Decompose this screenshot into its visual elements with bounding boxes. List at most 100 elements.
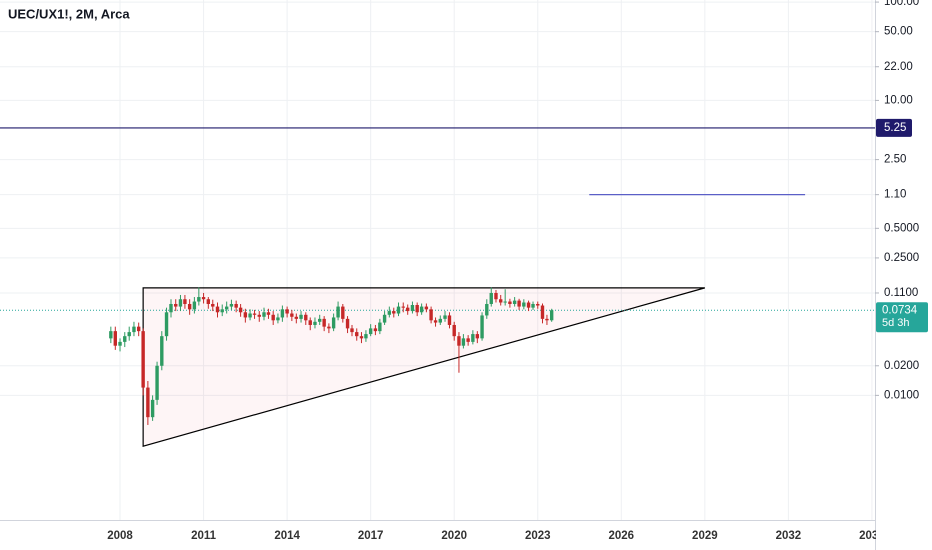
y-tick-label: 0.2500 xyxy=(884,252,919,264)
y-tick-label: 0.0100 xyxy=(884,389,919,401)
y-tick-label: 100.00 xyxy=(884,0,919,8)
candle-body xyxy=(526,302,531,308)
candle-body xyxy=(355,332,359,337)
candle-body xyxy=(452,324,456,337)
candle-body xyxy=(206,299,211,304)
candle-body xyxy=(294,316,299,319)
candle-body xyxy=(201,297,206,300)
candle-body xyxy=(475,334,480,339)
candle-body xyxy=(410,305,415,312)
candle-body xyxy=(118,341,122,346)
candle-body xyxy=(220,309,224,313)
candle-body xyxy=(373,328,378,332)
candle-body xyxy=(345,318,350,329)
candle-body xyxy=(489,292,493,304)
price-axis-panel xyxy=(875,0,932,550)
candle-body xyxy=(197,297,201,302)
candle-body xyxy=(545,318,549,321)
candle-body xyxy=(419,306,424,313)
y-tick-label: 0.5000 xyxy=(884,222,919,234)
candle-body xyxy=(350,328,354,333)
candle-body xyxy=(262,312,266,317)
horizontal-line-label: 5.25 xyxy=(884,122,906,134)
candle-body xyxy=(517,300,521,307)
candle-body xyxy=(480,315,484,339)
candle-body xyxy=(503,301,507,303)
candle-body xyxy=(308,320,312,325)
candle-body xyxy=(443,315,447,319)
candle-body xyxy=(164,312,169,337)
candle-body xyxy=(234,303,238,308)
candle-body xyxy=(359,336,364,339)
candle-body xyxy=(494,292,498,300)
candle-body xyxy=(304,314,308,321)
y-tick-label: 10.00 xyxy=(884,94,913,106)
candle-body xyxy=(238,307,243,313)
candle-body xyxy=(224,306,229,310)
x-tick-label: 2023 xyxy=(525,530,551,542)
y-tick-label: 0.0200 xyxy=(884,360,919,372)
candle-body xyxy=(364,334,368,339)
candle-body xyxy=(211,303,215,307)
candle-body xyxy=(299,314,303,319)
candle-body xyxy=(285,309,289,314)
candle-body xyxy=(522,302,526,307)
candle-body xyxy=(243,312,248,318)
x-tick-label: 2008 xyxy=(107,530,133,542)
x-tick-label: 2020 xyxy=(441,530,467,542)
last-price-label-box xyxy=(876,302,928,333)
candle-body xyxy=(290,313,294,317)
candle-body xyxy=(123,336,127,342)
candle-body xyxy=(174,303,178,307)
countdown-label: 5d 3h xyxy=(882,317,910,329)
candle-body xyxy=(257,314,261,317)
candle-body xyxy=(368,328,373,335)
candle-body xyxy=(313,321,317,325)
candle-body xyxy=(429,309,433,321)
candle-body xyxy=(187,303,192,310)
price-axis-panel-corner xyxy=(876,521,932,550)
y-tick-label: 0.1100 xyxy=(884,287,918,299)
candle-body xyxy=(215,306,220,313)
candle-body xyxy=(109,331,113,339)
candle-body xyxy=(248,313,252,318)
candle-body xyxy=(192,301,197,310)
candle-body xyxy=(447,315,452,325)
horizontal-line-label-box xyxy=(876,118,912,137)
candle-body xyxy=(512,300,517,304)
y-tick-label: 1.10 xyxy=(884,189,906,201)
candle-body xyxy=(178,299,183,307)
candle-body xyxy=(536,303,540,306)
candle-body xyxy=(499,299,503,303)
candle-body xyxy=(341,306,345,319)
candle-body xyxy=(322,318,326,327)
candle-body xyxy=(424,306,429,310)
candle-body xyxy=(318,318,322,322)
candle-body xyxy=(531,303,535,308)
candle-body xyxy=(387,311,392,315)
candle-body xyxy=(146,387,150,418)
x-tick-label: 2029 xyxy=(692,530,718,542)
candle-body xyxy=(415,305,419,313)
candle-body xyxy=(252,313,257,315)
candle-body xyxy=(549,310,554,321)
candle-body xyxy=(150,399,155,418)
candle-body xyxy=(331,317,336,329)
x-tick-label: 2017 xyxy=(358,530,384,542)
y-tick-label: 2.50 xyxy=(884,154,906,166)
candle-body xyxy=(438,318,442,323)
candle-body xyxy=(466,338,470,342)
y-tick-label: 50.00 xyxy=(884,26,913,38)
candle-body xyxy=(266,312,271,315)
candle-body xyxy=(457,336,461,346)
candle-body xyxy=(132,326,136,333)
candle-body xyxy=(280,309,285,318)
candle-body xyxy=(392,311,396,314)
candle-body xyxy=(406,307,410,312)
candle-body xyxy=(433,320,438,323)
candle-body xyxy=(160,336,164,366)
candle-body xyxy=(155,365,159,400)
candle-body xyxy=(382,314,387,323)
